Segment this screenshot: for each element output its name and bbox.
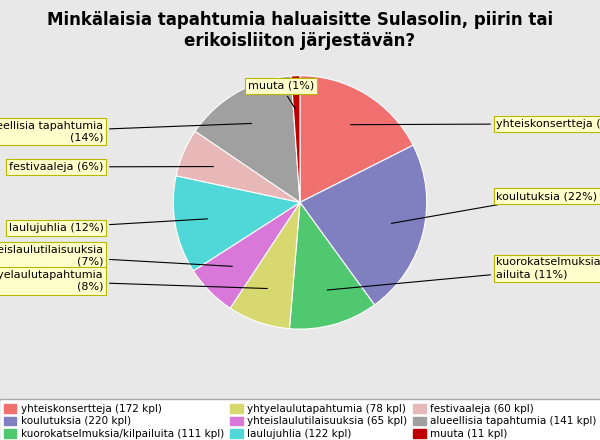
Wedge shape: [176, 131, 300, 202]
Text: muuta (1%): muuta (1%): [248, 81, 314, 109]
Wedge shape: [300, 76, 413, 202]
Wedge shape: [173, 176, 300, 271]
Text: yhtyelaulutapahtumia
(8%): yhtyelaulutapahtumia (8%): [0, 270, 268, 292]
Wedge shape: [195, 76, 300, 202]
Text: yhteislaulutilaisuuksia
(7%): yhteislaulutilaisuuksia (7%): [0, 245, 232, 267]
Wedge shape: [193, 202, 300, 308]
Text: laulujuhlia (12%): laulujuhlia (12%): [9, 219, 208, 233]
Text: alueellisia tapahtumia
(14%): alueellisia tapahtumia (14%): [0, 121, 251, 142]
Legend: yhteiskonsertteja (172 kpl), koulutuksia (220 kpl), kuorokatselmuksia/kilpailuit: yhteiskonsertteja (172 kpl), koulutuksia…: [0, 399, 600, 440]
Wedge shape: [300, 145, 427, 305]
Wedge shape: [291, 76, 300, 202]
Text: festivaaleja (6%): festivaaleja (6%): [9, 162, 214, 172]
Wedge shape: [230, 202, 300, 329]
Text: koulutuksia (22%): koulutuksia (22%): [391, 191, 598, 224]
Wedge shape: [289, 202, 374, 329]
Text: yhteiskonsertteja (18%): yhteiskonsertteja (18%): [350, 119, 600, 129]
Text: Minkälaisia tapahtumia haluaisitte Sulasolin, piirin tai
erikoisliiton järjestäv: Minkälaisia tapahtumia haluaisitte Sulas…: [47, 11, 553, 50]
Text: kuorokatselmuksia/kilp
ailuita (11%): kuorokatselmuksia/kilp ailuita (11%): [328, 257, 600, 290]
